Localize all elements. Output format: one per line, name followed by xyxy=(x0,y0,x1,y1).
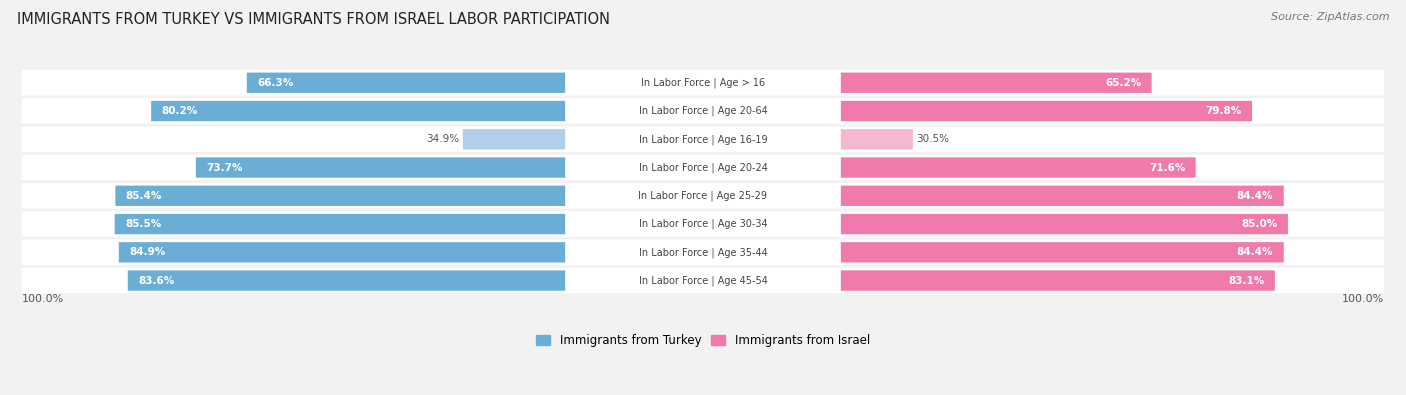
Text: 73.7%: 73.7% xyxy=(207,162,243,173)
FancyBboxPatch shape xyxy=(21,126,1385,152)
Text: 85.4%: 85.4% xyxy=(125,191,162,201)
Text: 65.2%: 65.2% xyxy=(1105,78,1142,88)
FancyBboxPatch shape xyxy=(841,271,1275,291)
FancyBboxPatch shape xyxy=(152,101,565,121)
Text: 85.0%: 85.0% xyxy=(1241,219,1278,229)
Text: 71.6%: 71.6% xyxy=(1149,162,1185,173)
Text: In Labor Force | Age 16-19: In Labor Force | Age 16-19 xyxy=(638,134,768,145)
Text: 80.2%: 80.2% xyxy=(162,106,198,116)
Text: In Labor Force | Age 30-34: In Labor Force | Age 30-34 xyxy=(638,219,768,229)
FancyBboxPatch shape xyxy=(841,157,1195,178)
Text: Source: ZipAtlas.com: Source: ZipAtlas.com xyxy=(1271,12,1389,22)
FancyBboxPatch shape xyxy=(21,211,1385,237)
Text: 100.0%: 100.0% xyxy=(1341,294,1384,304)
Text: In Labor Force | Age 25-29: In Labor Force | Age 25-29 xyxy=(638,190,768,201)
FancyBboxPatch shape xyxy=(565,101,841,121)
FancyBboxPatch shape xyxy=(21,240,1385,265)
FancyBboxPatch shape xyxy=(841,101,1253,121)
FancyBboxPatch shape xyxy=(565,242,841,263)
Text: IMMIGRANTS FROM TURKEY VS IMMIGRANTS FROM ISRAEL LABOR PARTICIPATION: IMMIGRANTS FROM TURKEY VS IMMIGRANTS FRO… xyxy=(17,12,610,27)
FancyBboxPatch shape xyxy=(565,214,841,234)
FancyBboxPatch shape xyxy=(195,157,565,178)
Text: In Labor Force | Age > 16: In Labor Force | Age > 16 xyxy=(641,77,765,88)
Text: 79.8%: 79.8% xyxy=(1205,106,1241,116)
Text: 66.3%: 66.3% xyxy=(257,78,294,88)
FancyBboxPatch shape xyxy=(565,186,841,206)
Text: In Labor Force | Age 35-44: In Labor Force | Age 35-44 xyxy=(638,247,768,258)
FancyBboxPatch shape xyxy=(841,73,1152,93)
Text: 84.9%: 84.9% xyxy=(129,247,166,257)
FancyBboxPatch shape xyxy=(115,214,565,234)
FancyBboxPatch shape xyxy=(565,129,841,149)
FancyBboxPatch shape xyxy=(463,129,565,149)
Text: 83.1%: 83.1% xyxy=(1229,276,1264,286)
Text: 84.4%: 84.4% xyxy=(1237,191,1274,201)
FancyBboxPatch shape xyxy=(21,98,1385,124)
Text: 83.6%: 83.6% xyxy=(138,276,174,286)
Text: In Labor Force | Age 45-54: In Labor Force | Age 45-54 xyxy=(638,275,768,286)
Text: 30.5%: 30.5% xyxy=(917,134,949,144)
FancyBboxPatch shape xyxy=(21,268,1385,293)
FancyBboxPatch shape xyxy=(128,271,565,291)
FancyBboxPatch shape xyxy=(21,70,1385,96)
Text: In Labor Force | Age 20-24: In Labor Force | Age 20-24 xyxy=(638,162,768,173)
FancyBboxPatch shape xyxy=(841,129,912,149)
FancyBboxPatch shape xyxy=(115,186,565,206)
Text: 100.0%: 100.0% xyxy=(22,294,65,304)
FancyBboxPatch shape xyxy=(21,155,1385,180)
FancyBboxPatch shape xyxy=(565,271,841,291)
Text: In Labor Force | Age 20-64: In Labor Force | Age 20-64 xyxy=(638,106,768,116)
Text: 85.5%: 85.5% xyxy=(125,219,162,229)
Text: 84.4%: 84.4% xyxy=(1237,247,1274,257)
Legend: Immigrants from Turkey, Immigrants from Israel: Immigrants from Turkey, Immigrants from … xyxy=(531,329,875,352)
FancyBboxPatch shape xyxy=(841,186,1284,206)
FancyBboxPatch shape xyxy=(565,157,841,178)
FancyBboxPatch shape xyxy=(21,183,1385,209)
FancyBboxPatch shape xyxy=(120,242,565,263)
FancyBboxPatch shape xyxy=(247,73,565,93)
FancyBboxPatch shape xyxy=(841,214,1288,234)
Text: 34.9%: 34.9% xyxy=(426,134,460,144)
FancyBboxPatch shape xyxy=(841,242,1284,263)
FancyBboxPatch shape xyxy=(565,73,841,93)
